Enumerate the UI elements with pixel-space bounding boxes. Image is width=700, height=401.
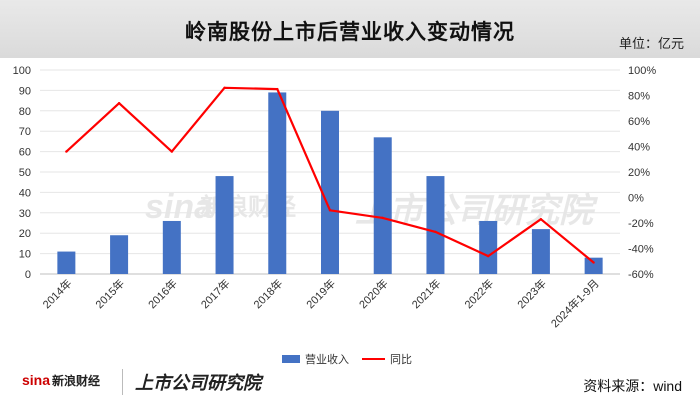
right-tick-label: -60% bbox=[628, 269, 654, 281]
left-tick-label: 20 bbox=[19, 228, 31, 240]
x-tick-label: 2015年 bbox=[92, 276, 127, 311]
left-tick-label: 0 bbox=[25, 269, 31, 281]
left-tick-label: 70 bbox=[19, 126, 31, 138]
x-axis: 2014年 2015年 2016年 2017年 2018年 2019年 2020年 2021年… bbox=[39, 276, 601, 330]
footer-brand: 上市公司研究院 bbox=[122, 369, 261, 395]
yoy-line bbox=[65, 86, 595, 264]
unit-label: 单位：亿元 bbox=[618, 36, 684, 51]
right-tick-label: -20% bbox=[628, 218, 654, 230]
point-yoy bbox=[434, 230, 437, 234]
right-tick-label: 0% bbox=[628, 193, 644, 205]
x-tick-label: 2023年 bbox=[514, 276, 549, 311]
point-yoy bbox=[592, 261, 595, 264]
right-tick-label: 20% bbox=[628, 167, 650, 179]
left-tick-label: 80 bbox=[19, 106, 31, 118]
bar-revenue bbox=[373, 137, 392, 274]
footer-sina-text: sina bbox=[22, 372, 51, 388]
left-tick-label: 100 bbox=[13, 65, 31, 77]
bar-revenue bbox=[215, 176, 234, 274]
x-tick-label: 2024年1-9月 bbox=[548, 276, 602, 330]
right-tick-label: 40% bbox=[628, 142, 650, 154]
x-tick-label: 2022年 bbox=[461, 276, 496, 311]
right-tick-label: 80% bbox=[628, 91, 650, 103]
x-tick-label: 2017年 bbox=[198, 276, 233, 311]
right-tick-label: 60% bbox=[628, 116, 650, 128]
bar-revenue bbox=[426, 176, 445, 274]
x-tick-label: 2018年 bbox=[250, 276, 285, 311]
legend-bar-label: 营业收入 bbox=[305, 352, 349, 366]
left-tick-label: 60 bbox=[19, 147, 31, 159]
watermark: sina 新浪财经 上市公司研究院 bbox=[145, 188, 599, 230]
x-tick-label: 2019年 bbox=[303, 276, 338, 311]
x-tick-label: 2020年 bbox=[356, 276, 391, 311]
footer-sina-logo: sina 新浪财经 bbox=[22, 372, 100, 389]
legend: 营业收入 同比 bbox=[282, 352, 412, 366]
point-yoy bbox=[276, 87, 279, 91]
legend-bar-swatch bbox=[282, 355, 300, 363]
source-label: 资料来源：wind bbox=[583, 378, 682, 394]
bar-revenue bbox=[531, 229, 550, 274]
bars bbox=[57, 92, 603, 274]
bar-revenue bbox=[162, 220, 181, 274]
left-axis: 0 10 20 30 40 50 60 70 80 90 100 bbox=[13, 65, 31, 281]
x-tick-label: 2014年 bbox=[39, 276, 74, 311]
x-tick-label: 2016年 bbox=[145, 276, 180, 311]
point-yoy bbox=[223, 86, 226, 90]
point-yoy bbox=[381, 216, 384, 220]
bar-revenue bbox=[57, 251, 76, 274]
point-yoy bbox=[117, 101, 121, 105]
chart-title: 岭南股份上市后营业收入变动情况 bbox=[185, 21, 515, 44]
bar-revenue bbox=[268, 92, 287, 274]
point-yoy bbox=[328, 209, 332, 212]
footer-sina-cn: 新浪财经 bbox=[52, 374, 101, 388]
right-tick-label: 100% bbox=[628, 65, 656, 77]
left-tick-label: 30 bbox=[19, 208, 31, 220]
right-tick-label: -40% bbox=[628, 244, 654, 256]
left-tick-label: 10 bbox=[19, 249, 31, 261]
bar-revenue bbox=[479, 220, 498, 274]
bar-revenue bbox=[584, 257, 603, 274]
x-tick-label: 2021年 bbox=[409, 276, 444, 311]
point-yoy bbox=[65, 150, 68, 153]
left-tick-label: 50 bbox=[19, 167, 31, 179]
point-yoy bbox=[170, 150, 174, 153]
bar-revenue bbox=[321, 110, 339, 274]
watermark-sina: sina bbox=[145, 188, 213, 226]
right-axis: -60% -40% -20% 0% 20% 40% 60% 80% 100% bbox=[628, 65, 656, 281]
left-tick-label: 40 bbox=[19, 187, 31, 199]
title-bar bbox=[0, 0, 700, 58]
left-tick-label: 90 bbox=[19, 85, 31, 97]
bar-revenue bbox=[110, 235, 129, 274]
point-yoy bbox=[486, 254, 490, 258]
point-yoy bbox=[539, 217, 543, 221]
legend-line-label: 同比 bbox=[390, 353, 412, 366]
watermark-brand: 上市公司研究院 bbox=[355, 192, 599, 230]
